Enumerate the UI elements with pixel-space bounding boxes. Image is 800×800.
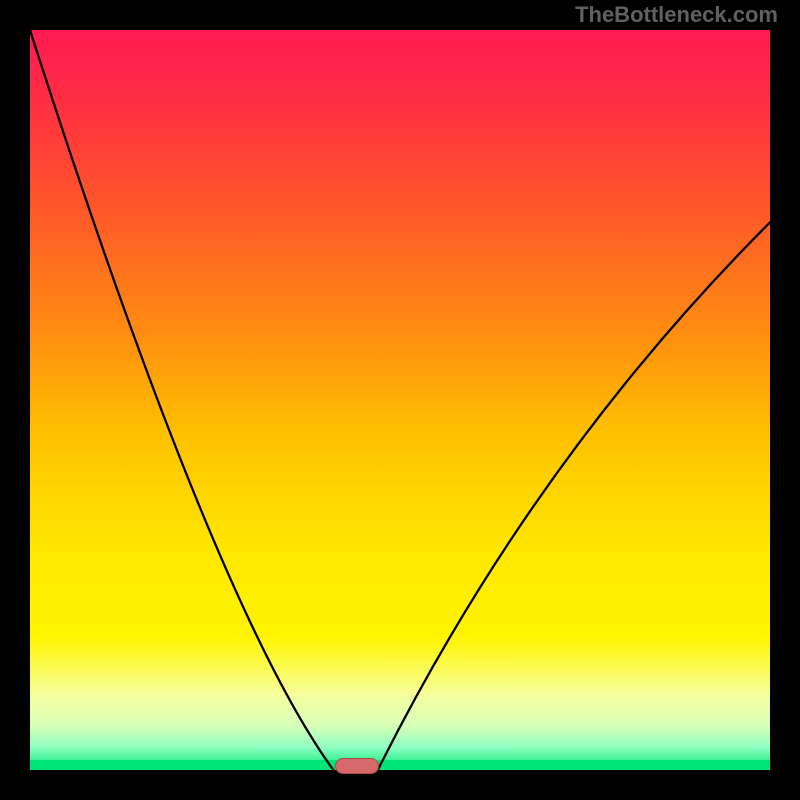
chart-container: TheBottleneck.com (0, 0, 800, 800)
plot-gradient-background (30, 30, 770, 770)
optimal-marker (335, 758, 379, 774)
watermark-text: TheBottleneck.com (575, 2, 778, 28)
baseline-strip (30, 760, 770, 770)
